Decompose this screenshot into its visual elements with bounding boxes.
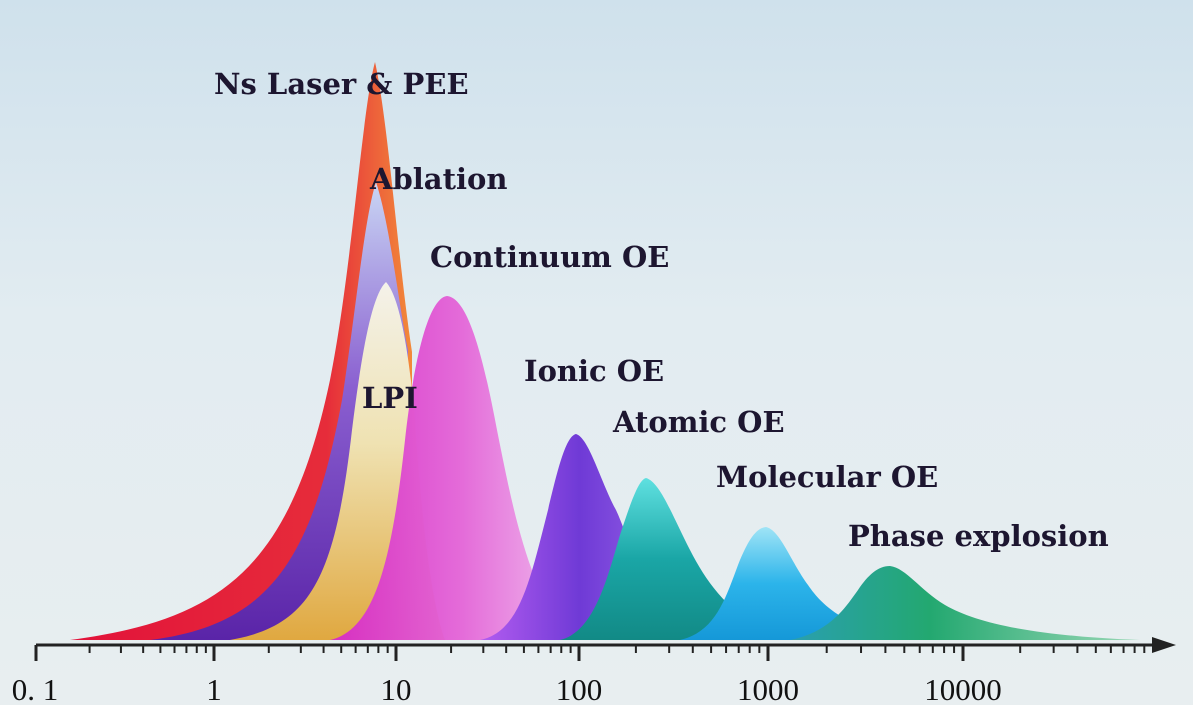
x-tick-label-100: 100 <box>556 672 603 705</box>
peak-molecular-oe <box>680 527 900 640</box>
label-atomic-oe: Atomic OE <box>612 405 785 439</box>
x-axis-ticks <box>34 645 1146 661</box>
label-lpi: LPI <box>362 381 418 415</box>
label-phase-explosion: Phase explosion <box>848 519 1109 553</box>
label-ns-laser-pee: Ns Laser & PEE <box>214 67 469 101</box>
x-tick-label-10000: 10000 <box>924 672 1002 705</box>
x-tick-label-10: 10 <box>381 672 412 705</box>
x-tick-label-1: 1 <box>206 672 222 705</box>
label-ablation: Ablation <box>369 162 507 196</box>
label-continuum-oe: Continuum OE <box>430 240 669 274</box>
peak-atomic-oe <box>560 478 780 640</box>
label-ionic-oe: Ionic OE <box>524 354 664 388</box>
x-axis-arrowhead <box>1152 637 1176 653</box>
label-molecular-oe: Molecular OE <box>716 460 938 494</box>
peak-phase-explosion <box>790 566 1140 640</box>
x-tick-label-0.1: 0. 1 <box>12 672 59 705</box>
peak-continuum-oe <box>330 296 570 640</box>
x-tick-label-1000: 1000 <box>737 672 799 705</box>
